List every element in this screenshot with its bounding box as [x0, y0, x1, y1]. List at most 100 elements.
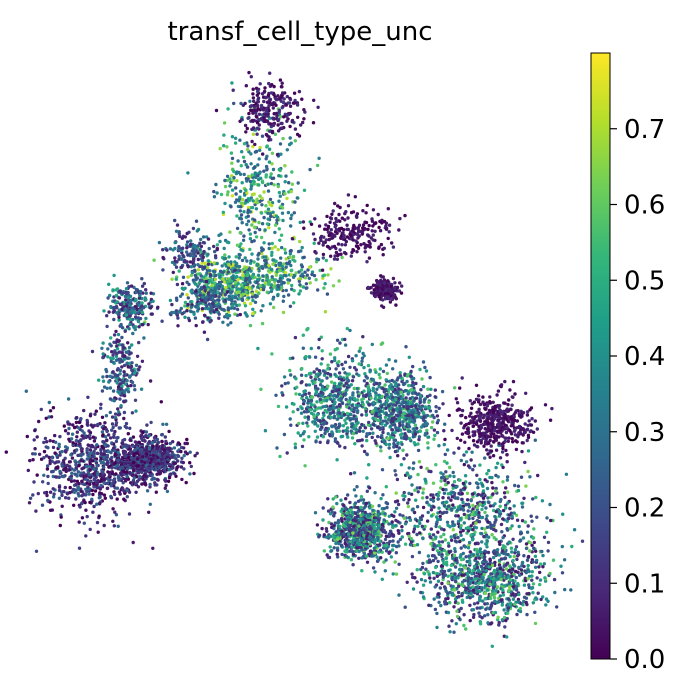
- scatter-point: [116, 450, 120, 455]
- scatter-point: [155, 483, 159, 487]
- scatter-point: [46, 474, 50, 479]
- scatter-point: [299, 411, 304, 415]
- scatter-point: [253, 171, 257, 175]
- scatter-point: [122, 416, 126, 421]
- scatter-point: [140, 466, 144, 470]
- scatter-point: [321, 252, 326, 257]
- scatter-point: [307, 265, 312, 269]
- scatter-point: [231, 88, 235, 92]
- scatter-point: [317, 369, 322, 373]
- scatter-point: [337, 429, 341, 433]
- scatter-point: [138, 293, 142, 298]
- scatter-point: [164, 439, 168, 444]
- scatter-point: [183, 304, 187, 308]
- scatter-point: [398, 374, 403, 378]
- scatter-point: [301, 120, 305, 125]
- scatter-point: [252, 218, 257, 222]
- scatter-point: [234, 255, 238, 259]
- scatter-point: [339, 252, 343, 256]
- scatter-point: [296, 431, 300, 435]
- scatter-point: [319, 390, 323, 395]
- scatter-point: [358, 429, 362, 433]
- scatter-point: [161, 255, 165, 260]
- scatter-point: [50, 470, 54, 474]
- scatter-point: [168, 298, 173, 303]
- scatter-point: [433, 433, 437, 438]
- scatter-point: [269, 91, 274, 95]
- scatter-point: [318, 268, 322, 273]
- scatter-point: [371, 377, 375, 382]
- scatter-point: [388, 300, 393, 304]
- scatter-point: [115, 497, 119, 501]
- scatter-point: [366, 432, 370, 436]
- scatter-point: [110, 422, 115, 426]
- scatter-point: [102, 465, 106, 470]
- scatter-point: [91, 492, 95, 497]
- scatter-point: [220, 264, 224, 268]
- scatter-point: [161, 248, 165, 252]
- scatter-point: [133, 448, 137, 452]
- scatter-point: [374, 221, 378, 225]
- scatter-point: [379, 274, 383, 278]
- scatter-point: [102, 309, 106, 313]
- scatter-point: [127, 512, 132, 516]
- scatter-point: [170, 302, 174, 307]
- scatter-point: [362, 389, 366, 393]
- scatter-point: [113, 415, 118, 420]
- scatter-point: [233, 268, 237, 272]
- scatter-point: [293, 139, 297, 143]
- scatter-point: [299, 381, 303, 385]
- scatter-point: [289, 189, 293, 194]
- scatter-point: [284, 271, 288, 275]
- scatter-point: [283, 247, 287, 252]
- scatter-point: [365, 452, 369, 456]
- scatter-point: [267, 81, 271, 86]
- scatter-point: [271, 106, 275, 110]
- scatter-point: [60, 462, 64, 466]
- scatter-point: [174, 277, 178, 281]
- scatter-point: [407, 429, 411, 433]
- scatter-point: [329, 415, 333, 420]
- scatter-point: [119, 387, 123, 391]
- scatter-point: [140, 470, 144, 474]
- scatter-point: [370, 342, 374, 347]
- scatter-point: [58, 453, 62, 457]
- scatter-point: [344, 210, 348, 214]
- scatter-point: [259, 105, 264, 109]
- scatter-point: [371, 386, 375, 390]
- scatter-point: [408, 396, 412, 401]
- scatter-point: [165, 489, 170, 494]
- scatter-point: [348, 396, 352, 400]
- scatter-point: [103, 496, 108, 500]
- scatter-point: [421, 418, 426, 422]
- scatter-point: [105, 374, 109, 379]
- scatter-point: [101, 341, 105, 345]
- scatter-point: [333, 372, 337, 377]
- scatter-point: [388, 384, 392, 388]
- scatter-point: [401, 420, 405, 424]
- scatter-point: [378, 229, 383, 233]
- scatter-point: [249, 187, 253, 191]
- scatter-point: [321, 240, 326, 244]
- scatter-point: [144, 434, 148, 438]
- scatter-point: [329, 228, 333, 232]
- scatter-point: [118, 397, 122, 401]
- scatter-point: [336, 242, 341, 246]
- scatter-point: [133, 440, 138, 444]
- scatter-point: [348, 328, 352, 333]
- scatter-point: [293, 335, 298, 340]
- scatter-point: [261, 278, 265, 283]
- scatter-point: [312, 241, 316, 245]
- scatter-point: [86, 443, 90, 447]
- scatter-point: [229, 180, 233, 184]
- scatter-point: [122, 497, 126, 501]
- scatter-point: [108, 478, 112, 482]
- scatter-point: [248, 247, 252, 252]
- scatter-point: [122, 374, 126, 378]
- scatter-point: [104, 414, 109, 418]
- scatter-point: [325, 376, 329, 380]
- scatter-point: [107, 380, 111, 384]
- scatter-point: [124, 304, 129, 308]
- scatter-point: [111, 356, 115, 361]
- scatter-point: [326, 273, 330, 277]
